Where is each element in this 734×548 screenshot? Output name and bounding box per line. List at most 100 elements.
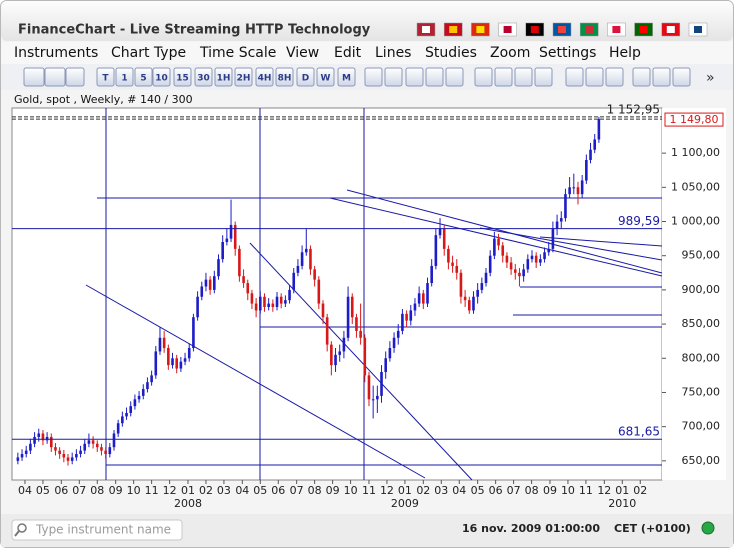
x-tick-label: 09 <box>326 484 340 497</box>
candle-body <box>104 450 107 455</box>
connection-indicator <box>701 521 715 535</box>
toolbar-icon[interactable] <box>672 67 691 87</box>
timescale-button[interactable] <box>134 67 153 87</box>
candle-body <box>480 283 484 290</box>
toolbar-icon[interactable] <box>65 67 85 87</box>
menu-item[interactable]: Instruments <box>14 45 98 61</box>
candle-body <box>359 330 362 338</box>
menu-item[interactable]: Settings <box>539 45 596 61</box>
toolbar-icon[interactable] <box>405 67 424 87</box>
timescale-button[interactable] <box>96 67 115 87</box>
language-flags <box>416 22 708 37</box>
toolbar-icon[interactable] <box>364 67 383 87</box>
menu-item[interactable]: Time Scale <box>199 45 276 61</box>
candle-body <box>526 259 530 270</box>
toolbar-icon[interactable] <box>605 67 624 87</box>
candle-body <box>430 265 433 284</box>
timescale-button[interactable] <box>194 67 213 87</box>
chart-title: Gold, spot , Weekly, # 140 / 300 <box>14 93 193 106</box>
search-icon <box>17 523 27 533</box>
candle-body <box>154 351 158 376</box>
candle-body <box>355 317 358 331</box>
candle-body <box>116 423 120 434</box>
candle-body <box>141 389 145 396</box>
timescale-label: 1 <box>121 74 127 84</box>
x-tick-label: 04 <box>235 484 249 497</box>
toolbar-icon[interactable] <box>514 67 533 87</box>
x-tick-label: 03 <box>434 484 448 497</box>
toolbar-icon[interactable] <box>384 67 403 87</box>
timescale-button[interactable] <box>173 67 192 87</box>
toolbar-icon[interactable] <box>23 67 45 87</box>
candle-body <box>129 406 133 413</box>
timescale-button[interactable] <box>115 67 134 87</box>
timescale-button[interactable] <box>152 67 171 87</box>
candle-body <box>70 457 74 461</box>
candle-body <box>518 272 521 277</box>
x-tick-label: 11 <box>145 484 159 497</box>
candle-body <box>330 344 333 366</box>
toolbar-icon[interactable] <box>494 67 513 87</box>
menu-item[interactable]: Lines <box>375 45 411 61</box>
x-tick-label: 03 <box>217 484 231 497</box>
status-timezone: CET (+0100) <box>614 522 691 535</box>
candle-body <box>54 447 57 451</box>
timescale-button[interactable] <box>255 67 274 87</box>
candle-body <box>334 354 337 366</box>
toolbar-icon[interactable] <box>445 67 464 87</box>
instrument-search[interactable] <box>11 519 183 541</box>
timescale-button[interactable] <box>214 67 233 87</box>
x-tick-label: 09 <box>543 484 557 497</box>
candle-body <box>100 447 103 451</box>
candle-body <box>376 395 379 400</box>
candle-body <box>288 289 291 301</box>
timescale-button[interactable] <box>275 67 294 87</box>
candle-body <box>568 187 571 195</box>
menu-item[interactable]: Edit <box>334 45 362 61</box>
timescale-label: 15 <box>176 74 189 84</box>
candle-body <box>275 296 279 307</box>
timescale-button[interactable] <box>316 67 335 87</box>
flag-detail <box>503 26 512 33</box>
toolbar-icon[interactable] <box>534 67 553 87</box>
candle-body <box>426 283 429 304</box>
x-tick-label: 10 <box>127 484 141 497</box>
menu-item[interactable]: Help <box>609 45 641 61</box>
candle-body <box>20 454 24 458</box>
candle-body <box>313 269 316 280</box>
candle-body <box>29 443 32 451</box>
trend-line <box>539 236 663 247</box>
candle-body <box>472 296 475 311</box>
menu-item[interactable]: Studies <box>425 45 477 61</box>
timescale-button[interactable] <box>234 67 253 87</box>
toolbar-icon[interactable] <box>44 67 66 87</box>
year-label: 2010 <box>608 497 636 510</box>
toolbar-icon[interactable] <box>652 67 671 87</box>
menu-item[interactable]: View <box>286 45 319 61</box>
candle-body <box>292 272 296 290</box>
x-tick-label: 06 <box>54 484 68 497</box>
candle-body <box>112 433 116 448</box>
timescale-button[interactable] <box>296 67 315 87</box>
candle-body <box>451 262 454 266</box>
candle-body <box>284 300 287 304</box>
x-tick-label: 07 <box>507 484 521 497</box>
timescale-button[interactable] <box>337 67 356 87</box>
timescale-label: W <box>321 74 331 84</box>
toolbar-icon[interactable] <box>632 67 651 87</box>
candle-body <box>300 252 304 266</box>
flag-detail <box>612 26 621 33</box>
menu-item[interactable]: Chart Type <box>111 45 186 61</box>
candle-body <box>589 149 592 160</box>
toolbar-icon[interactable] <box>425 67 444 87</box>
flag-detail <box>422 26 430 33</box>
toolbar-icon[interactable] <box>585 67 604 87</box>
toolbar-icon[interactable] <box>565 67 584 87</box>
candle-body <box>229 224 233 239</box>
x-tick-label: 10 <box>561 484 575 497</box>
candle-body <box>150 375 153 383</box>
toolbar-icon[interactable] <box>474 67 493 87</box>
x-tick-label: 09 <box>109 484 123 497</box>
menu-item[interactable]: Zoom <box>490 45 530 61</box>
candle-body <box>62 454 66 458</box>
